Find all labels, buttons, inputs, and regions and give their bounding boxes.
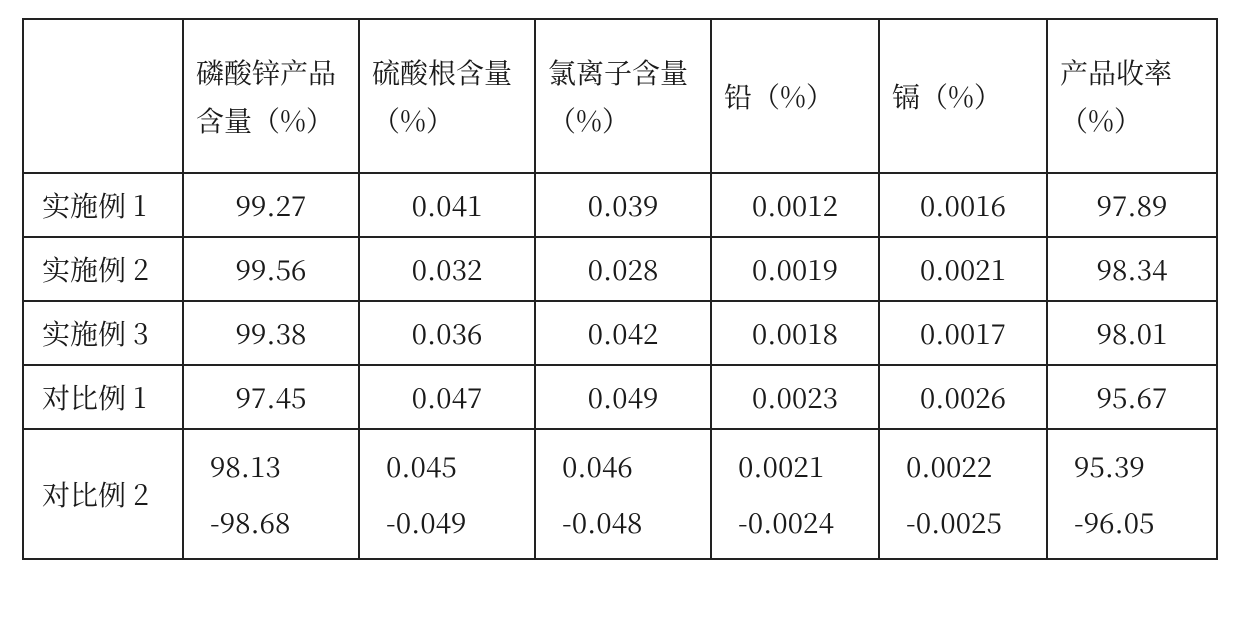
row-label: 对比例 1 [23,365,183,429]
cell-value: 97.89 [1047,173,1217,237]
table-row: 实施例 3 99.38 0.036 0.042 0.0018 0.0017 98… [23,301,1217,365]
range-hi: -0.049 [372,494,522,550]
range-hi: -96.05 [1060,494,1204,550]
cell-value: 0.0026 [879,365,1047,429]
cell-value: 0.049 [535,365,711,429]
cell-value: 0.036 [359,301,535,365]
row-label: 实施例 2 [23,237,183,301]
col-header-label: 磷酸锌产品含量（%） [196,48,346,144]
range-lo: 98.13 [196,438,346,494]
cell-value: 0.0017 [879,301,1047,365]
cell-value: 0.0021 [879,237,1047,301]
cell-value: 0.047 [359,365,535,429]
cell-value: 0.042 [535,301,711,365]
cell-value: 0.039 [535,173,711,237]
cell-value: 98.01 [1047,301,1217,365]
col-header-sulfate: 硫酸根含量（%） [359,19,535,173]
col-header-label: 硫酸根含量（%） [372,48,522,144]
cell-value: 95.67 [1047,365,1217,429]
cell-value: 0.0012 [711,173,879,237]
col-header-chloride: 氯离子含量（%） [535,19,711,173]
cell-value: 99.27 [183,173,359,237]
col-header-label: 铅（%） [724,72,866,120]
cell-value: 0.0019 [711,237,879,301]
cell-value: 0.0016 [879,173,1047,237]
row-label: 对比例 2 [23,429,183,559]
table-row: 实施例 1 99.27 0.041 0.039 0.0012 0.0016 97… [23,173,1217,237]
cell-range: 0.046 -0.048 [535,429,711,559]
cell-range: 0.0022 -0.0025 [879,429,1047,559]
cell-value: 99.56 [183,237,359,301]
col-header-yield: 产品收率（%） [1047,19,1217,173]
cell-value: 0.0023 [711,365,879,429]
cell-range: 95.39 -96.05 [1047,429,1217,559]
table-row: 实施例 2 99.56 0.032 0.028 0.0019 0.0021 98… [23,237,1217,301]
range-lo: 0.045 [372,438,522,494]
range-lo: 95.39 [1060,438,1204,494]
col-header-blank [23,19,183,173]
cell-range: 0.045 -0.049 [359,429,535,559]
range-lo: 0.046 [548,438,698,494]
col-header-label: 氯离子含量（%） [548,48,698,144]
cell-value: 0.041 [359,173,535,237]
cell-value: 99.38 [183,301,359,365]
cell-value: 97.45 [183,365,359,429]
table-header-row: 磷酸锌产品含量（%） 硫酸根含量（%） 氯离子含量（%） 铅（%） 镉（%） 产… [23,19,1217,173]
cell-value: 98.34 [1047,237,1217,301]
col-header-label: 镉（%） [892,72,1034,120]
results-table: 磷酸锌产品含量（%） 硫酸根含量（%） 氯离子含量（%） 铅（%） 镉（%） 产… [22,18,1218,560]
range-hi: -0.048 [548,494,698,550]
range-hi: -0.0025 [892,494,1034,550]
cell-value: 0.032 [359,237,535,301]
table-row-range: 对比例 2 98.13 -98.68 0.045 -0.049 0.046 -0… [23,429,1217,559]
range-hi: -0.0024 [724,494,866,550]
col-header-cadmium: 镉（%） [879,19,1047,173]
range-lo: 0.0021 [724,438,866,494]
col-header-lead: 铅（%） [711,19,879,173]
range-hi: -98.68 [196,494,346,550]
cell-value: 0.0018 [711,301,879,365]
col-header-zinc-phosphate: 磷酸锌产品含量（%） [183,19,359,173]
row-label: 实施例 3 [23,301,183,365]
cell-value: 0.028 [535,237,711,301]
table-row: 对比例 1 97.45 0.047 0.049 0.0023 0.0026 95… [23,365,1217,429]
range-lo: 0.0022 [892,438,1034,494]
row-label: 实施例 1 [23,173,183,237]
cell-range: 0.0021 -0.0024 [711,429,879,559]
cell-range: 98.13 -98.68 [183,429,359,559]
col-header-label: 产品收率（%） [1060,48,1204,144]
